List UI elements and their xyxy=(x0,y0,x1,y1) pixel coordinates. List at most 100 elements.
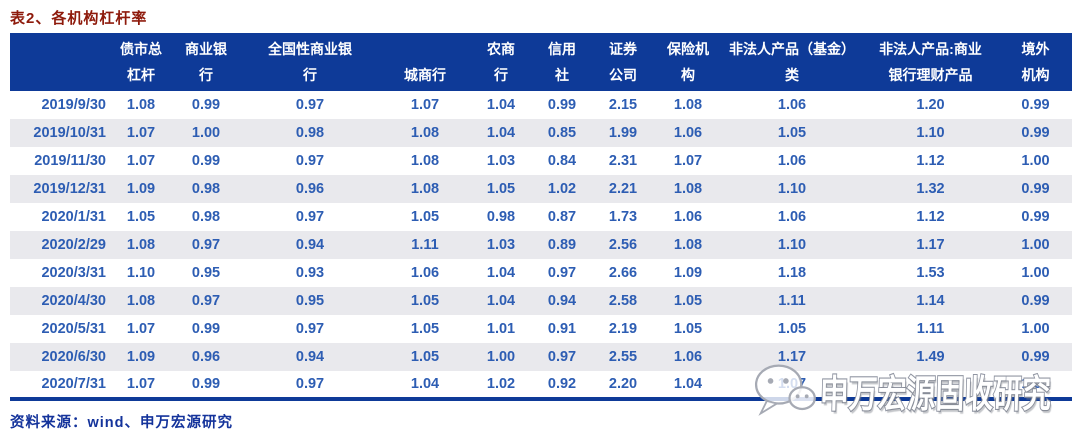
cell-value: 1.18 xyxy=(777,265,807,281)
table-body: 2019/9/30 1.08 0.99 0.97 1.07 1.04 0.99 2.15 1.0… xyxy=(10,91,1072,399)
cell-value: 1.06 xyxy=(777,209,807,225)
cell-value: 0.98 xyxy=(295,125,325,141)
col-header-date xyxy=(10,33,110,91)
table-header: 债市总 杠杆 商业银 行 全国性商业银 行 城商行 农商 行 信用 社 证券 公… xyxy=(10,33,1072,91)
cell-value: 1.06 xyxy=(673,209,703,225)
cell-value: 1.73 xyxy=(608,209,638,225)
cell-value: 0.93 xyxy=(295,265,325,281)
cell-value: 0.94 xyxy=(295,237,325,253)
cell-value: 1.17 xyxy=(777,349,807,365)
col-header-city-commercial-banks: 城商行 xyxy=(380,33,470,91)
cell-value: 1.12 xyxy=(916,209,945,225)
cell-value: 1.08 xyxy=(673,97,703,113)
source-note: 资料来源：wind、申万宏源研究 xyxy=(10,415,234,431)
header-row: 债市总 杠杆 商业银 行 全国性商业银 行 城商行 农商 行 信用 社 证券 公… xyxy=(10,33,1072,91)
cell-value: 1.07 xyxy=(126,321,156,337)
cell-value: 1.05 xyxy=(410,293,440,309)
cell-value: 0.97 xyxy=(295,321,325,337)
cell-value: 0.97 xyxy=(191,293,221,309)
cell-value: 0.97 xyxy=(191,237,221,253)
leverage-table: 债市总 杠杆 商业银 行 全国性商业银 行 城商行 农商 行 信用 社 证券 公… xyxy=(10,33,1072,401)
cell-value: 0.99 xyxy=(1021,125,1050,141)
cell-value: 1.00 xyxy=(1021,376,1050,392)
table-row: 2019/9/30 1.08 0.99 0.97 1.07 1.04 0.99 2.15 1.0… xyxy=(10,91,1072,119)
cell-value: 0.97 xyxy=(547,265,577,281)
cell-value: 1.01 xyxy=(486,321,516,337)
cell-value: 1.02 xyxy=(547,181,577,197)
cell-value: 1.05 xyxy=(410,209,440,225)
col-header-bond-market-total-leverage: 债市总 杠杆 xyxy=(110,33,172,91)
cell-value: 2.66 xyxy=(608,265,638,281)
cell-value: 1.08 xyxy=(673,237,703,253)
cell-value: 2.56 xyxy=(608,237,638,253)
cell-value: 1.05 xyxy=(486,181,516,197)
cell-value: 1.10 xyxy=(126,265,156,281)
col-header-nonlegal-person-products-bank-wmp: 非法人产品:商业 银行理财产品 xyxy=(862,33,999,91)
row-date: 2020/3/31 xyxy=(41,265,106,281)
cell-value: 1.08 xyxy=(410,181,440,197)
col-header-credit-unions: 信用 社 xyxy=(532,33,592,91)
cell-value: 1.05 xyxy=(126,209,156,225)
table-row: 2020/3/31 1.10 0.95 0.93 1.06 1.04 0.97 2.66 1.0… xyxy=(10,259,1072,287)
row-date: 2020/4/30 xyxy=(41,293,106,309)
cell-value: 1.17 xyxy=(916,237,945,253)
cell-value: 1.04 xyxy=(673,376,703,392)
cell-value: 1.00 xyxy=(1021,153,1050,169)
cell-value: 0.99 xyxy=(191,153,221,169)
cell-value: 1.05 xyxy=(673,321,703,337)
table-row: 2020/4/30 1.08 0.97 0.95 1.05 1.04 0.94 2.58 1.0… xyxy=(10,287,1072,315)
cell-value: 0.99 xyxy=(1021,97,1050,113)
cell-value: 0.99 xyxy=(1021,181,1050,197)
cell-value: 2.20 xyxy=(608,376,638,392)
col-header-overseas-institutions: 境外 机构 xyxy=(999,33,1072,91)
cell-value: 0.85 xyxy=(547,125,577,141)
cell-value: 0.92 xyxy=(547,376,577,392)
cell-value: 1.05 xyxy=(410,321,440,337)
row-date: 2019/11/30 xyxy=(34,153,106,169)
row-date: 2020/7/31 xyxy=(41,376,106,392)
cell-value: 1.04 xyxy=(486,265,516,281)
cell-value: 1.11 xyxy=(778,293,806,309)
cell-value: 1.07 xyxy=(410,97,440,113)
cell-value: 2.31 xyxy=(608,153,638,169)
cell-value: 1.08 xyxy=(126,293,156,309)
cell-value xyxy=(862,371,999,399)
cell-value: 0.99 xyxy=(191,97,221,113)
cell-value: 0.99 xyxy=(1021,349,1050,365)
cell-value: 0.97 xyxy=(295,153,325,169)
col-header-commercial-banks: 商业银 行 xyxy=(172,33,240,91)
cell-value: 1.08 xyxy=(673,181,703,197)
table-row: 2020/5/31 1.07 0.99 0.97 1.05 1.01 0.91 2.19 1.0… xyxy=(10,315,1072,343)
cell-value: 1.05 xyxy=(673,293,703,309)
row-date: 2019/9/30 xyxy=(41,97,106,113)
cell-value: 1.53 xyxy=(916,265,945,281)
cell-value: 0.99 xyxy=(1021,293,1050,309)
cell-value: 1.00 xyxy=(486,349,516,365)
row-date: 2020/5/31 xyxy=(41,321,106,337)
cell-value: 1.00 xyxy=(1021,265,1050,281)
cell-value: 1.05 xyxy=(777,321,807,337)
cell-value: 1.10 xyxy=(777,237,807,253)
col-header-securities-companies: 证券 公司 xyxy=(592,33,654,91)
row-date: 2020/1/31 xyxy=(41,209,106,225)
row-date: 2019/10/31 xyxy=(33,125,106,141)
cell-value: 0.97 xyxy=(295,376,325,392)
cell-value: 1.32 xyxy=(916,181,945,197)
table-row: 2019/11/30 1.07 0.99 0.97 1.08 1.03 0.84 2.31 1.… xyxy=(10,147,1072,175)
table-title: 表2、各机构杠杆率 xyxy=(10,10,148,27)
cell-value: 1.11 xyxy=(411,237,439,253)
cell-value: 0.84 xyxy=(547,153,577,169)
table-row: 2020/7/31 1.07 0.99 0.97 1.04 1.02 0.92 2.20 1.0… xyxy=(10,371,1072,399)
table-row: 2020/1/31 1.05 0.98 0.97 1.05 0.98 0.87 1.73 1.0… xyxy=(10,203,1072,231)
cell-value: 1.05 xyxy=(410,349,440,365)
cell-value: 1.08 xyxy=(410,125,440,141)
cell-value: 1.12 xyxy=(916,153,945,169)
cell-value: 1.00 xyxy=(1021,321,1050,337)
cell-value: 1.08 xyxy=(126,237,156,253)
cell-value: 0.98 xyxy=(191,209,221,225)
cell-value: 0.91 xyxy=(547,321,577,337)
cell-value: 1.49 xyxy=(916,349,945,365)
cell-value: 2.19 xyxy=(608,321,638,337)
cell-value: 0.97 xyxy=(295,97,325,113)
cell-value: 1.08 xyxy=(410,153,440,169)
